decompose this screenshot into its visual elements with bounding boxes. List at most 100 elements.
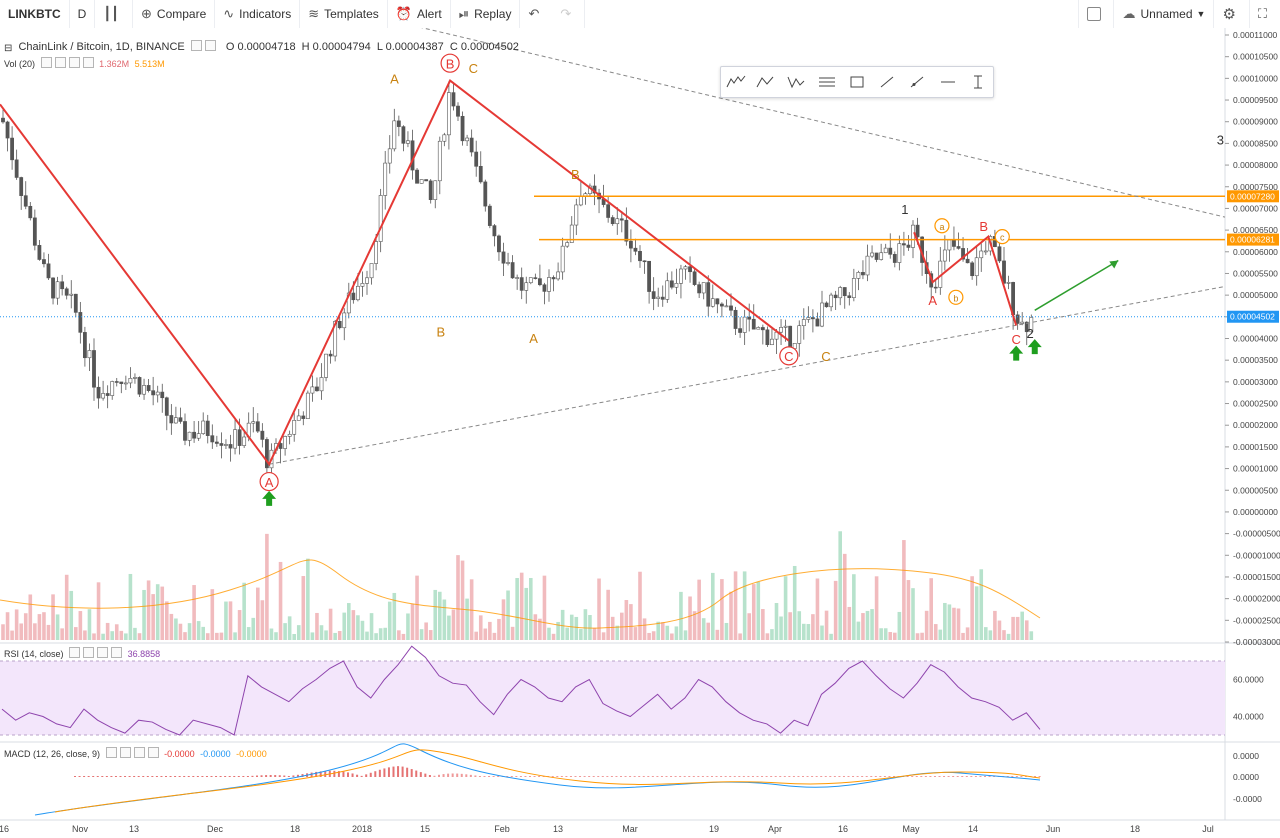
eye-icon[interactable]	[105, 747, 117, 758]
close-icon[interactable]	[68, 57, 80, 68]
undo-button[interactable]: ↶	[520, 0, 552, 28]
templates-button[interactable]: ≋ Templates	[300, 0, 388, 28]
layout-menu[interactable]: ☁ Unnamed ▼	[1114, 0, 1215, 28]
macd-histogram-bar	[101, 776, 104, 777]
macd-histogram-bar	[424, 773, 427, 777]
macd-histogram-bar	[133, 776, 136, 777]
candle-body	[437, 140, 442, 182]
elliott-triangle-icon[interactable]	[786, 72, 808, 92]
candle-body	[233, 429, 237, 449]
candle-body	[756, 327, 761, 330]
candle-body	[315, 386, 319, 392]
settings-icon[interactable]	[204, 40, 216, 51]
alert-button[interactable]: ⏰ Alert	[388, 0, 451, 28]
redo-button[interactable]: ↷	[552, 0, 586, 28]
volume-bar	[701, 618, 706, 640]
rsi-band-fill	[0, 661, 1225, 735]
macd-histogram-bar	[847, 776, 850, 777]
macd-histogram-bar	[219, 776, 222, 777]
fullscreen-button[interactable]: ⛶	[1250, 0, 1280, 28]
macd-histogram-bar	[333, 770, 336, 777]
candle-body	[155, 391, 160, 396]
candle-body	[856, 272, 861, 279]
volume-bar	[406, 613, 410, 640]
elliott-correction-icon[interactable]	[755, 72, 777, 92]
macd-histogram-bar	[874, 776, 877, 777]
elliott-impulse-icon[interactable]	[725, 72, 747, 92]
close-icon[interactable]	[133, 747, 145, 758]
time-tick-label: 2018	[352, 824, 372, 834]
candle-body	[1, 117, 5, 123]
more-icon[interactable]	[147, 747, 159, 758]
macd-histogram-bar	[169, 776, 172, 777]
volume-bar	[811, 614, 815, 640]
macd-histogram-bar	[765, 776, 768, 777]
time-tick-label: May	[902, 824, 920, 834]
volume-bar	[720, 579, 724, 640]
eye-icon[interactable]	[190, 40, 202, 51]
indicators-button[interactable]: ∿ Indicators	[215, 0, 301, 28]
interval-button[interactable]: D	[70, 0, 96, 28]
collapse-icon[interactable]: ⊟	[4, 43, 13, 54]
eye-icon[interactable]	[40, 57, 52, 68]
settings-icon[interactable]	[83, 647, 95, 658]
more-icon[interactable]	[111, 647, 123, 658]
elliott-wave-line	[913, 231, 1018, 326]
volume-bar	[597, 578, 601, 640]
rsi-pane: 60.0000 40.0000	[1, 645, 1264, 736]
settings-button[interactable]: ⚙	[1214, 0, 1250, 28]
macd-histogram-bar	[151, 776, 154, 777]
macd-histogram-bar	[943, 776, 946, 777]
price-tick-label: -0.00003000	[1233, 637, 1280, 647]
settings-icon[interactable]	[54, 57, 66, 68]
volume-bar	[629, 604, 633, 640]
volume-bar	[474, 631, 478, 640]
candle-body	[328, 353, 333, 357]
close-icon[interactable]	[97, 647, 109, 658]
candle-body	[133, 377, 137, 379]
volume-bar	[902, 540, 906, 640]
candle-body	[578, 195, 583, 206]
select-checkbox[interactable]	[1078, 0, 1115, 28]
horizontal-line-icon[interactable]	[937, 72, 959, 92]
replay-button[interactable]: ⏯ Replay	[451, 0, 521, 28]
candle-body	[952, 239, 956, 247]
eye-icon[interactable]	[69, 647, 81, 658]
candle-body	[1006, 282, 1011, 284]
volume-bar	[410, 603, 415, 640]
macd-histogram-bar	[324, 770, 327, 777]
low-value: L 0.00004387	[376, 41, 444, 53]
symbol-search[interactable]: LINKBTC	[0, 0, 70, 28]
candle-body	[55, 281, 60, 299]
rectangle-icon[interactable]	[846, 72, 868, 92]
more-icon[interactable]	[82, 57, 94, 68]
candle-body	[237, 429, 242, 446]
volume-bar	[114, 624, 119, 640]
volume-bar	[142, 589, 146, 640]
ray-icon[interactable]	[906, 72, 928, 92]
settings-icon[interactable]	[119, 747, 131, 758]
macd-histogram-bar	[715, 776, 718, 777]
volume-bar	[478, 615, 483, 640]
macd-tick-label: 0.0000	[1233, 751, 1259, 761]
volume-bar	[342, 612, 347, 640]
macd-histogram-bar	[451, 773, 454, 777]
volume-bar	[488, 621, 492, 640]
compare-button[interactable]: ⊕ Compare	[133, 0, 216, 28]
volume-bar	[178, 623, 183, 640]
level-label-bg	[1227, 190, 1279, 203]
volume-bars	[0, 531, 1041, 640]
candle-body	[101, 393, 106, 399]
parallel-lines-icon[interactable]	[816, 72, 838, 92]
volume-bar	[265, 533, 269, 640]
undo-icon: ↶	[528, 6, 540, 21]
volume-bar	[337, 630, 342, 640]
macd-histogram-bar	[706, 776, 709, 777]
trend-line-icon[interactable]	[876, 72, 898, 92]
volume-bar	[228, 601, 233, 640]
candle-body	[42, 259, 46, 265]
chart-type-button[interactable]: ┃┃	[95, 0, 133, 28]
price-tick-label: 0.00001000	[1233, 464, 1278, 474]
text-cursor-icon[interactable]	[967, 72, 989, 92]
